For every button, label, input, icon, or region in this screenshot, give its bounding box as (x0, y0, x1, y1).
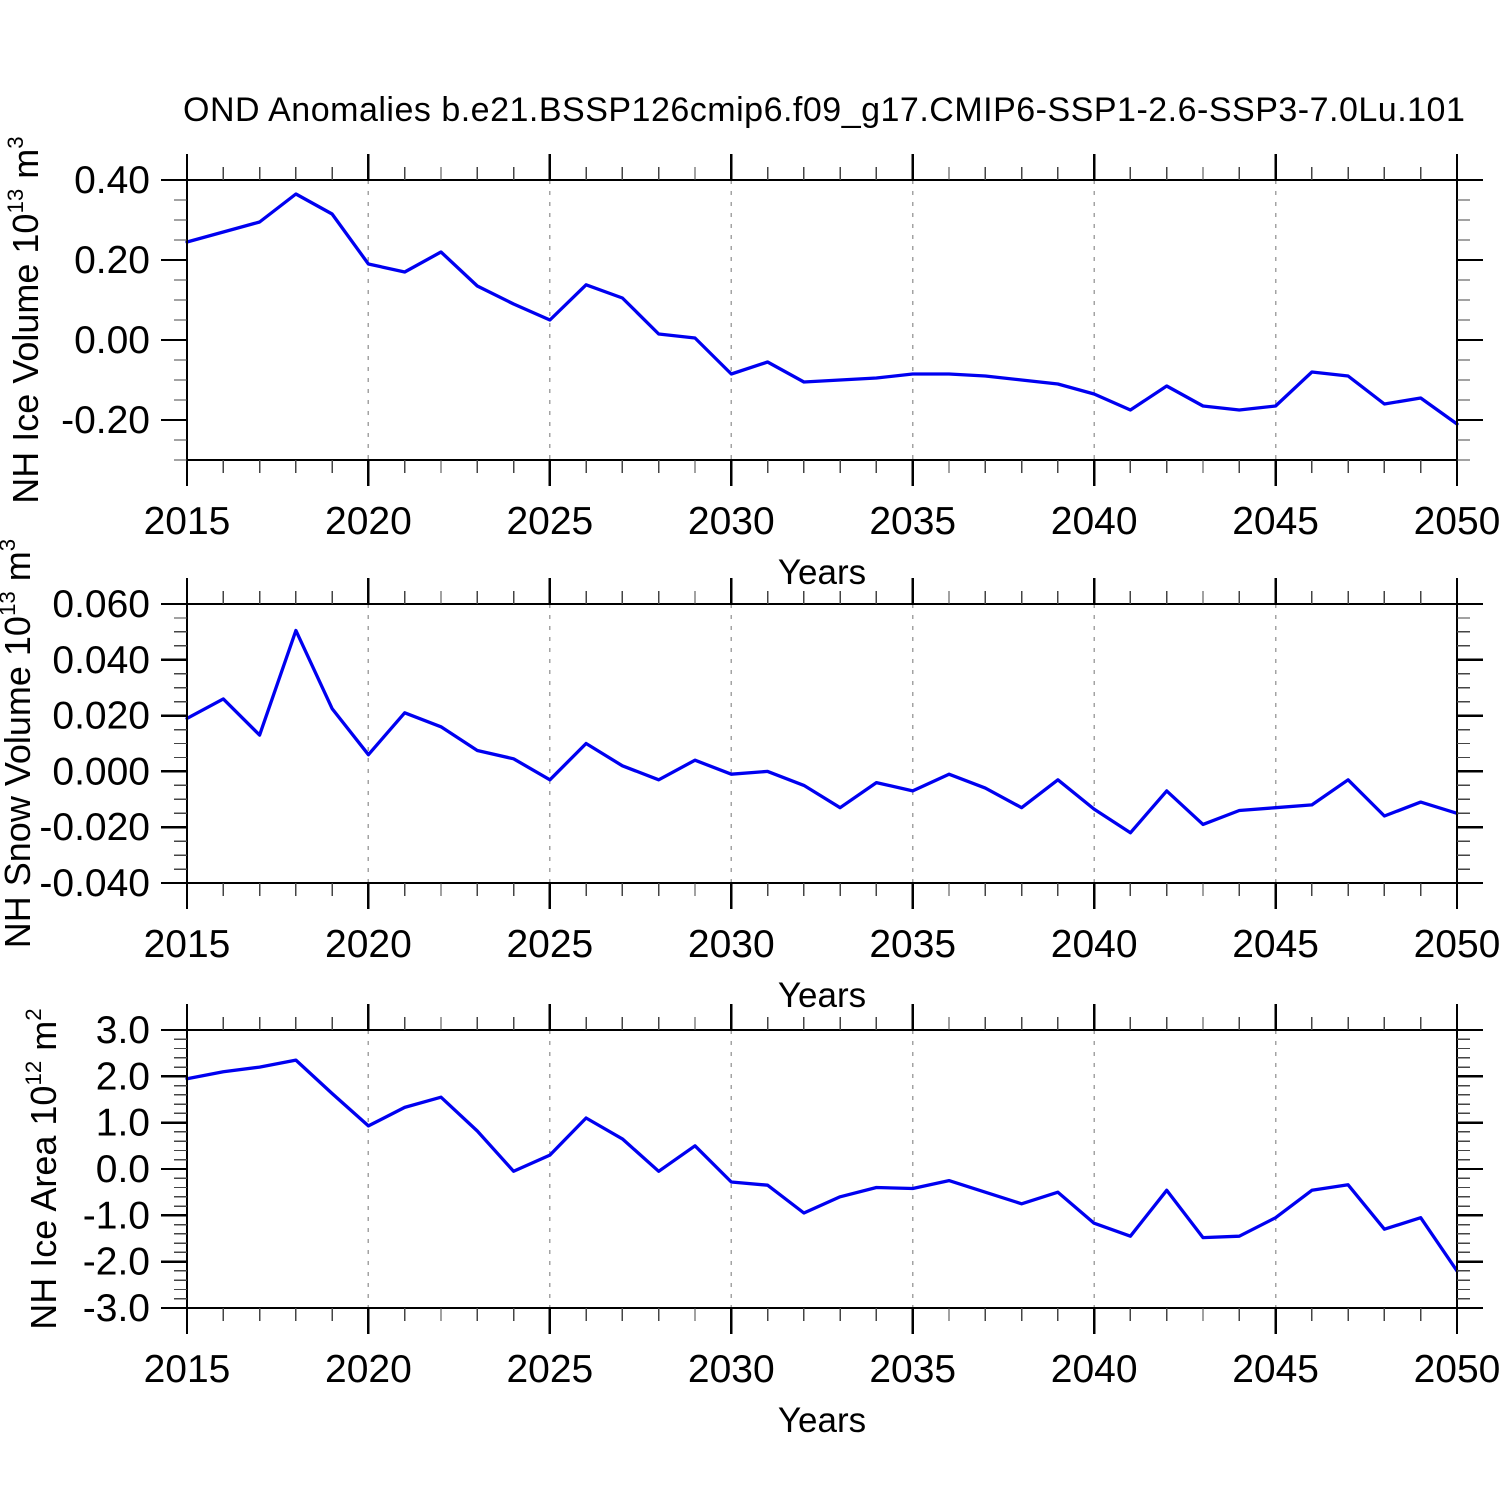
data-line-nh-ice-volume (185, 192, 1459, 426)
x-tick-label: 2020 (325, 923, 412, 966)
x-tick-label: 2035 (869, 923, 956, 966)
x-tick-label: 2015 (144, 500, 231, 543)
x-tick-label: 2025 (506, 500, 593, 543)
y-tick-label: 0.020 (52, 695, 150, 738)
figure-title: OND Anomalies b.e21.BSSP126cmip6.f09_g17… (183, 91, 1466, 129)
x-tick-label: 2045 (1232, 923, 1319, 966)
y-tick-label: 2.0 (96, 1055, 150, 1098)
x-tick-label: 2015 (144, 1348, 231, 1391)
panel-nh-snow-volume: 0.060 0.040 0.020 0.000 -0.020 -0.040 2015 2020… (0, 539, 1500, 1015)
y-tick-label: 0.040 (52, 639, 150, 682)
panel-nh-ice-area: 3.02.01.00.0-1.0-2.0-3.0 2015 2020 2025 2030… (21, 1004, 1500, 1440)
y-axis-title: NH Snow Volume 1013 m3 (0, 539, 38, 948)
x-tick-label: 2045 (1232, 500, 1319, 543)
x-tick-label: 2025 (506, 1348, 593, 1391)
y-tick-label: 3.0 (96, 1009, 150, 1052)
y-tick-label: 0.0 (96, 1148, 150, 1191)
y-tick-label: 0.000 (52, 750, 150, 793)
x-tick-label: 2045 (1232, 1348, 1319, 1391)
y-tick-label: 1.0 (96, 1102, 150, 1145)
y-axis-title: NH Ice Area 1012 m2 (21, 1008, 64, 1329)
x-tick-label: 2035 (869, 1348, 956, 1391)
axis-frame (185, 178, 1459, 462)
x-tick-label: 2020 (325, 500, 412, 543)
y-tick-label: 0.40 (74, 159, 150, 202)
y-tick-label: -0.020 (39, 806, 150, 849)
y-tick-label: -2.0 (83, 1241, 150, 1284)
x-tick-label: 2040 (1051, 1348, 1138, 1391)
y-tick-label: 0.060 (52, 583, 150, 626)
y-axis-title: NH Ice Volume 1013 m3 (3, 136, 46, 503)
x-tick-label: 2030 (688, 500, 775, 543)
panel-nh-ice-volume: 0.40 0.20 0.00 -0.20 2015 2020 2025 2030 2035 204… (3, 136, 1500, 592)
x-tick-label: 2030 (688, 923, 775, 966)
y-tick-label: 0.20 (74, 239, 150, 282)
data-line-nh-ice-area (185, 1058, 1459, 1273)
x-tick-label: 2040 (1051, 923, 1138, 966)
y-tick-label: -3.0 (83, 1287, 150, 1330)
y-tick-label: -1.0 (83, 1194, 150, 1237)
x-axis-title: Years (778, 1401, 866, 1440)
x-tick-label: 2050 (1414, 500, 1500, 543)
data-line-nh-snow-volume (185, 628, 1459, 835)
y-tick-label: -0.20 (61, 399, 150, 442)
x-tick-label: 2020 (325, 1348, 412, 1391)
axis-frame (185, 1028, 1459, 1310)
x-tick-label: 2030 (688, 1348, 775, 1391)
x-tick-label: 2050 (1414, 1348, 1500, 1391)
x-tick-label: 2040 (1051, 500, 1138, 543)
x-axis-title: Years (778, 976, 866, 1015)
x-tick-label: 2015 (144, 923, 231, 966)
y-tick-label: 0.00 (74, 319, 150, 362)
x-tick-label: 2025 (506, 923, 593, 966)
y-tick-label: -0.040 (39, 862, 150, 905)
x-axis-title: Years (778, 553, 866, 592)
x-tick-label: 2050 (1414, 923, 1500, 966)
x-tick-label: 2035 (869, 500, 956, 543)
